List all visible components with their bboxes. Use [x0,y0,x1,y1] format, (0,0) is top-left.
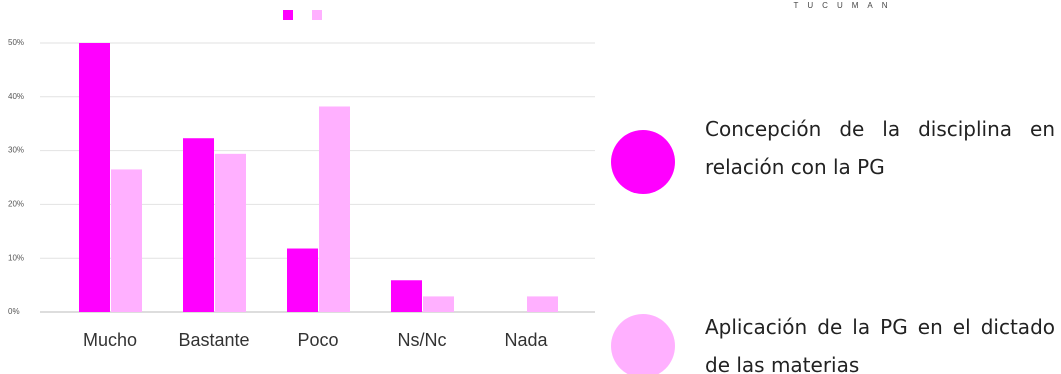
bar [287,248,318,312]
bar [183,138,214,312]
y-tick-label: 20% [8,200,24,209]
bar [79,43,110,312]
y-tick-label: 30% [8,146,24,155]
legend-marker [611,130,675,194]
bar [423,296,454,312]
y-tick-label: 0% [8,307,20,316]
x-tick-label: Ns/Nc [398,330,447,350]
bar [319,106,350,312]
bar [215,153,246,312]
legend-marker [283,10,293,20]
legend-marker [611,314,675,374]
x-tick-label: Nada [504,330,548,350]
y-tick-label: 40% [8,92,24,101]
x-tick-label: Mucho [83,330,137,350]
x-tick-label: Bastante [178,330,249,350]
bar [111,169,142,312]
legend-marker [312,10,322,20]
bar [391,280,422,312]
x-tick-label: Poco [297,330,338,350]
legend-label: Concepción de la disciplina en relación … [705,117,1055,179]
y-tick-label: 50% [8,38,24,47]
bar [527,296,558,312]
logo-text: TUCUMAN [794,1,897,10]
y-tick-label: 10% [8,253,24,262]
legend-label: Aplicación de la PG en el dictado de las… [705,315,1055,374]
